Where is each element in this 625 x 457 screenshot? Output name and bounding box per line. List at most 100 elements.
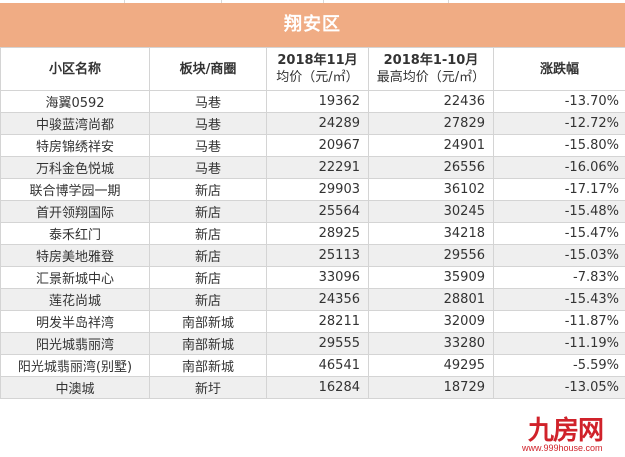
table-row: 莲花尚城 新店 24356 28801 -15.43% <box>0 288 625 311</box>
cell-nov-price: 29903 <box>266 178 369 201</box>
cell-name: 汇景新城中心 <box>0 266 150 289</box>
table-row: 海翼0592 马巷 19362 22436 -13.70% <box>0 90 625 113</box>
col-header-nov-price: 2018年11月 均价（元/㎡） <box>266 47 369 91</box>
divider <box>221 0 222 3</box>
col-header-change: 涨跌幅 <box>493 47 625 91</box>
cell-change: -7.83% <box>493 266 625 289</box>
district-title: 翔安区 <box>0 3 625 47</box>
cell-nov-price: 16284 <box>266 376 369 399</box>
cell-area: 新店 <box>149 222 267 245</box>
cell-max-price: 24901 <box>368 134 494 157</box>
cell-area: 新店 <box>149 244 267 267</box>
cell-area: 马巷 <box>149 156 267 179</box>
cell-max-price: 34218 <box>368 222 494 245</box>
cell-nov-price: 19362 <box>266 90 369 113</box>
divider <box>124 0 125 3</box>
table-row: 泰禾红门 新店 28925 34218 -15.47% <box>0 222 625 245</box>
cell-max-price: 36102 <box>368 178 494 201</box>
table-row: 特房锦绣祥安 马巷 20967 24901 -15.80% <box>0 134 625 157</box>
cell-area: 马巷 <box>149 134 267 157</box>
header-row: 小区名称 板块/商圈 2018年11月 均价（元/㎡） 2018年1-10月 最… <box>0 47 625 91</box>
price-table: 小区名称 板块/商圈 2018年11月 均价（元/㎡） 2018年1-10月 最… <box>0 47 625 399</box>
watermark-url: www.999house.com <box>522 443 603 453</box>
cell-name: 联合博学园一期 <box>0 178 150 201</box>
cell-area: 马巷 <box>149 90 267 113</box>
cell-name: 阳光城翡丽湾 <box>0 332 150 355</box>
cell-change: -15.48% <box>493 200 625 223</box>
cell-change: -13.05% <box>493 376 625 399</box>
table-row: 首开领翔国际 新店 25564 30245 -15.48% <box>0 200 625 223</box>
col-header-max-line1: 2018年1-10月 <box>383 53 479 68</box>
cell-change: -13.70% <box>493 90 625 113</box>
table-row: 明发半岛祥湾 南部新城 28211 32009 -11.87% <box>0 310 625 333</box>
cell-change: -12.72% <box>493 112 625 135</box>
watermark-brand: 九房网 <box>528 416 604 446</box>
cell-nov-price: 24289 <box>266 112 369 135</box>
table-row: 阳光城翡丽湾(别墅) 南部新城 46541 49295 -5.59% <box>0 354 625 377</box>
cell-nov-price: 22291 <box>266 156 369 179</box>
cell-area: 马巷 <box>149 112 267 135</box>
cell-max-price: 32009 <box>368 310 494 333</box>
cell-max-price: 49295 <box>368 354 494 377</box>
cell-max-price: 28801 <box>368 288 494 311</box>
cell-name: 中骏蓝湾尚都 <box>0 112 150 135</box>
cell-name: 海翼0592 <box>0 90 150 113</box>
cell-max-price: 33280 <box>368 332 494 355</box>
cell-max-price: 22436 <box>368 90 494 113</box>
cell-change: -15.43% <box>493 288 625 311</box>
col-header-max-line2: 最高均价（元/㎡） <box>376 70 486 85</box>
table-row: 中骏蓝湾尚都 马巷 24289 27829 -12.72% <box>0 112 625 135</box>
cell-nov-price: 46541 <box>266 354 369 377</box>
table-row: 阳光城翡丽湾 南部新城 29555 33280 -11.19% <box>0 332 625 355</box>
cell-name: 泰禾红门 <box>0 222 150 245</box>
cell-area: 新店 <box>149 288 267 311</box>
cell-name: 万科金色悦城 <box>0 156 150 179</box>
col-header-nov-line1: 2018年11月 <box>277 53 358 68</box>
table-row: 汇景新城中心 新店 33096 35909 -7.83% <box>0 266 625 289</box>
col-header-area: 板块/商圈 <box>149 47 267 91</box>
cell-name: 首开领翔国际 <box>0 200 150 223</box>
col-header-nov-line2: 均价（元/㎡） <box>276 70 359 85</box>
cell-max-price: 35909 <box>368 266 494 289</box>
cell-name: 特房美地雅登 <box>0 244 150 267</box>
cell-change: -11.87% <box>493 310 625 333</box>
table-row: 联合博学园一期 新店 29903 36102 -17.17% <box>0 178 625 201</box>
cell-area: 新店 <box>149 178 267 201</box>
cell-change: -15.03% <box>493 244 625 267</box>
col-header-max-price: 2018年1-10月 最高均价（元/㎡） <box>368 47 494 91</box>
cell-max-price: 26556 <box>368 156 494 179</box>
cell-change: -5.59% <box>493 354 625 377</box>
cell-area: 新店 <box>149 200 267 223</box>
cell-name: 莲花尚城 <box>0 288 150 311</box>
table-body: 海翼0592 马巷 19362 22436 -13.70% 中骏蓝湾尚都 马巷 24289 27… <box>0 90 625 399</box>
cell-change: -15.47% <box>493 222 625 245</box>
cell-nov-price: 20967 <box>266 134 369 157</box>
cell-nov-price: 25113 <box>266 244 369 267</box>
table-row: 中澳城 新圩 16284 18729 -13.05% <box>0 376 625 399</box>
cell-max-price: 29556 <box>368 244 494 267</box>
top-strip <box>0 0 625 3</box>
cell-area: 南部新城 <box>149 354 267 377</box>
cell-name: 明发半岛祥湾 <box>0 310 150 333</box>
cell-nov-price: 24356 <box>266 288 369 311</box>
cell-area: 新圩 <box>149 376 267 399</box>
cell-max-price: 18729 <box>368 376 494 399</box>
cell-name: 特房锦绣祥安 <box>0 134 150 157</box>
cell-area: 南部新城 <box>149 332 267 355</box>
cell-change: -11.19% <box>493 332 625 355</box>
cell-nov-price: 25564 <box>266 200 369 223</box>
cell-nov-price: 28211 <box>266 310 369 333</box>
cell-change: -15.80% <box>493 134 625 157</box>
cell-max-price: 30245 <box>368 200 494 223</box>
cell-change: -17.17% <box>493 178 625 201</box>
cell-name: 中澳城 <box>0 376 150 399</box>
cell-area: 南部新城 <box>149 310 267 333</box>
watermark: 九房网 www.999house.com <box>520 410 625 457</box>
cell-change: -16.06% <box>493 156 625 179</box>
cell-nov-price: 29555 <box>266 332 369 355</box>
table-row: 万科金色悦城 马巷 22291 26556 -16.06% <box>0 156 625 179</box>
cell-max-price: 27829 <box>368 112 494 135</box>
cell-area: 新店 <box>149 266 267 289</box>
cell-nov-price: 33096 <box>266 266 369 289</box>
divider <box>448 0 449 3</box>
